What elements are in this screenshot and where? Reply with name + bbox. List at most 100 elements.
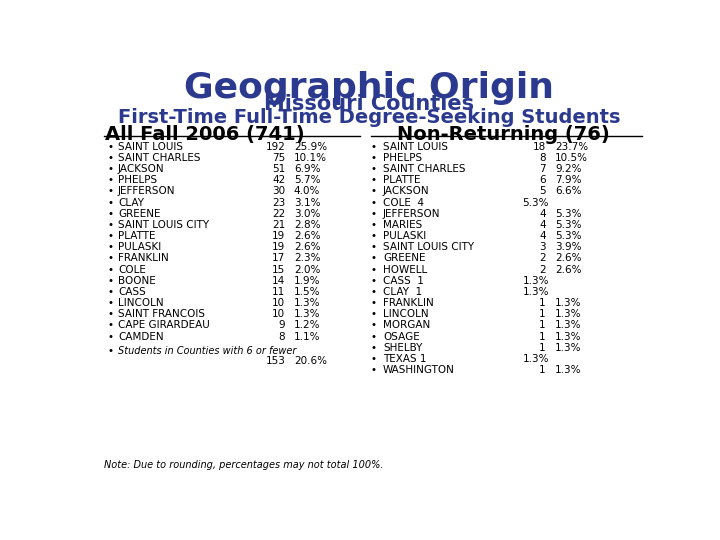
Text: •: •: [107, 242, 113, 252]
Text: 153: 153: [266, 356, 285, 366]
Text: 23.7%: 23.7%: [555, 142, 588, 152]
Text: JACKSON: JACKSON: [383, 186, 430, 197]
Text: 1: 1: [539, 343, 546, 353]
Text: COLE: COLE: [118, 265, 145, 275]
Text: TEXAS 1: TEXAS 1: [383, 354, 426, 364]
Text: •: •: [371, 343, 377, 353]
Text: PHELPS: PHELPS: [383, 153, 422, 163]
Text: 5.3%: 5.3%: [555, 209, 582, 219]
Text: SHELBY: SHELBY: [383, 343, 423, 353]
Text: •: •: [107, 153, 113, 163]
Text: 6: 6: [539, 176, 546, 185]
Text: 6.9%: 6.9%: [294, 164, 320, 174]
Text: 1.3%: 1.3%: [555, 365, 582, 375]
Text: •: •: [371, 265, 377, 275]
Text: COLE  4: COLE 4: [383, 198, 424, 207]
Text: •: •: [107, 198, 113, 207]
Text: JEFFERSON: JEFFERSON: [118, 186, 176, 197]
Text: BOONE: BOONE: [118, 276, 156, 286]
Text: 9.2%: 9.2%: [555, 164, 582, 174]
Text: 18: 18: [533, 142, 546, 152]
Text: CAMDEN: CAMDEN: [118, 332, 163, 342]
Text: 42: 42: [272, 176, 285, 185]
Text: CLAY  1: CLAY 1: [383, 287, 422, 297]
Text: GREENE: GREENE: [383, 253, 426, 264]
Text: CASS  1: CASS 1: [383, 276, 424, 286]
Text: 4: 4: [539, 231, 546, 241]
Text: 2.6%: 2.6%: [294, 242, 320, 252]
Text: 1.3%: 1.3%: [555, 343, 582, 353]
Text: 5.3%: 5.3%: [555, 220, 582, 230]
Text: PLATTE: PLATTE: [118, 231, 156, 241]
Text: 1: 1: [539, 320, 546, 330]
Text: PHELPS: PHELPS: [118, 176, 157, 185]
Text: 10: 10: [272, 309, 285, 319]
Text: •: •: [107, 253, 113, 264]
Text: 5.3%: 5.3%: [523, 198, 549, 207]
Text: •: •: [371, 298, 377, 308]
Text: Missouri Counties: Missouri Counties: [264, 94, 474, 114]
Text: 2.6%: 2.6%: [555, 265, 582, 275]
Text: 8: 8: [279, 332, 285, 342]
Text: 2.6%: 2.6%: [294, 231, 320, 241]
Text: 22: 22: [272, 209, 285, 219]
Text: •: •: [371, 153, 377, 163]
Text: 1: 1: [539, 365, 546, 375]
Text: 10: 10: [272, 298, 285, 308]
Text: OSAGE: OSAGE: [383, 332, 420, 342]
Text: 4: 4: [539, 220, 546, 230]
Text: 1: 1: [539, 332, 546, 342]
Text: Non-Returning (76): Non-Returning (76): [397, 125, 611, 144]
Text: 2.8%: 2.8%: [294, 220, 320, 230]
Text: •: •: [371, 276, 377, 286]
Text: •: •: [371, 320, 377, 330]
Text: 14: 14: [272, 276, 285, 286]
Text: •: •: [107, 186, 113, 197]
Text: 19: 19: [272, 231, 285, 241]
Text: 5: 5: [539, 186, 546, 197]
Text: FRANKLIN: FRANKLIN: [118, 253, 168, 264]
Text: 17: 17: [272, 253, 285, 264]
Text: •: •: [371, 142, 377, 152]
Text: •: •: [107, 142, 113, 152]
Text: Students in Counties with 6 or fewer: Students in Counties with 6 or fewer: [118, 346, 296, 356]
Text: •: •: [107, 276, 113, 286]
Text: 2: 2: [539, 253, 546, 264]
Text: WASHINGTON: WASHINGTON: [383, 365, 455, 375]
Text: •: •: [107, 176, 113, 185]
Text: •: •: [107, 320, 113, 330]
Text: PLATTE: PLATTE: [383, 176, 420, 185]
Text: 1.3%: 1.3%: [523, 276, 549, 286]
Text: •: •: [107, 309, 113, 319]
Text: •: •: [371, 164, 377, 174]
Text: 6.6%: 6.6%: [555, 186, 582, 197]
Text: 192: 192: [266, 142, 285, 152]
Text: •: •: [371, 242, 377, 252]
Text: •: •: [107, 346, 113, 356]
Text: •: •: [371, 332, 377, 342]
Text: SAINT LOUIS CITY: SAINT LOUIS CITY: [118, 220, 209, 230]
Text: 3.9%: 3.9%: [555, 242, 582, 252]
Text: 4: 4: [539, 209, 546, 219]
Text: 3: 3: [539, 242, 546, 252]
Text: 51: 51: [272, 164, 285, 174]
Text: 1.5%: 1.5%: [294, 287, 320, 297]
Text: •: •: [107, 164, 113, 174]
Text: SAINT LOUIS: SAINT LOUIS: [383, 142, 448, 152]
Text: SAINT LOUIS CITY: SAINT LOUIS CITY: [383, 242, 474, 252]
Text: PULASKI: PULASKI: [383, 231, 426, 241]
Text: 1.3%: 1.3%: [294, 298, 320, 308]
Text: 1.1%: 1.1%: [294, 332, 320, 342]
Text: 1.3%: 1.3%: [555, 320, 582, 330]
Text: 5.7%: 5.7%: [294, 176, 320, 185]
Text: 1.9%: 1.9%: [294, 276, 320, 286]
Text: SAINT FRANCOIS: SAINT FRANCOIS: [118, 309, 205, 319]
Text: JEFFERSON: JEFFERSON: [383, 209, 441, 219]
Text: 11: 11: [272, 287, 285, 297]
Text: 7: 7: [539, 164, 546, 174]
Text: 4.0%: 4.0%: [294, 186, 320, 197]
Text: CLAY: CLAY: [118, 198, 144, 207]
Text: 9: 9: [279, 320, 285, 330]
Text: SAINT CHARLES: SAINT CHARLES: [118, 153, 200, 163]
Text: 1: 1: [539, 298, 546, 308]
